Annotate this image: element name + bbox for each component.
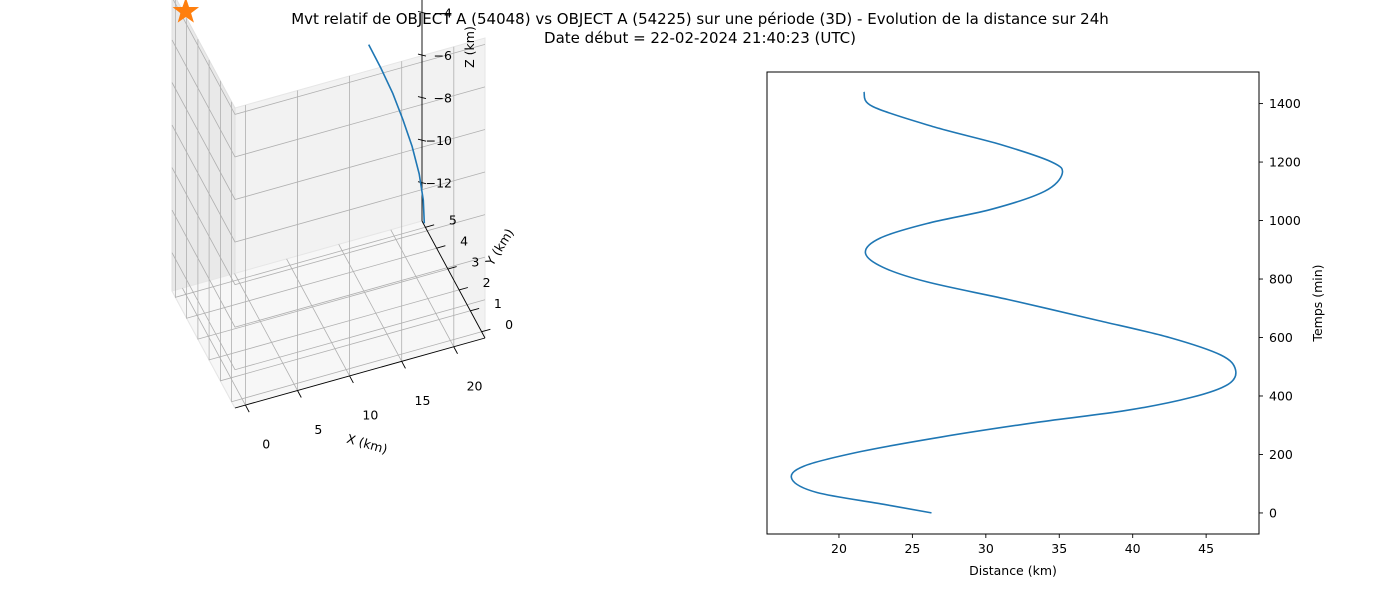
x-axis-label: X (km) [345,431,389,457]
x-tick [245,404,250,413]
y-gridline [186,18,437,319]
x-tick-label: 20 [467,378,483,393]
x-tick-label: 45 [1198,541,1214,556]
y-tick-label: 1400 [1269,96,1301,111]
x-tick [349,375,354,384]
x-tick-label: 0 [262,437,270,452]
x-tick-label: 20 [831,541,847,556]
z-gridline [172,0,486,115]
z-tick [417,53,427,57]
z-gridline [171,82,486,200]
z-tick-label: −8 [434,91,452,106]
z-tick-label: −12 [426,176,452,191]
x-tick-label: 35 [1051,541,1067,556]
x-tick-label: 25 [904,541,920,556]
figure-title-line1: Mvt relatif de OBJECT A (54048) vs OBJEC… [291,10,1109,28]
y-tick-label: 5 [449,213,457,228]
y-axis-label: Temps (min) [1310,264,1325,342]
y-gridline [231,101,482,403]
y-tick-label: 400 [1269,388,1293,403]
x-tick [453,346,458,354]
z-gridline [171,39,486,158]
x-tick-label: 5 [314,422,322,437]
y-tick [481,328,491,333]
y-gridline [219,80,471,382]
x-axis-label: Distance (km) [969,563,1057,578]
y-tick-label: 1000 [1269,213,1301,228]
star-marker [172,0,200,23]
z-tick [417,96,427,100]
x-tick-label: 15 [415,393,431,408]
x-tick-label: 10 [362,408,378,423]
z-gridline [171,209,486,328]
y-tick [470,307,480,312]
plot-3d: 051015200123450−2−4−6−8−10−12X (km)Y (km… [171,0,517,457]
z-tick-label: −6 [434,48,452,63]
plot-2d: 20 25 30 35 40 45 0 200 400 600 800 1000 1200 1400 Dis… [766,71,1325,578]
y-tick-label: 3 [471,254,479,269]
z-tick [417,138,427,142]
y-tick [447,266,457,270]
y-tick-label: 0 [505,317,513,332]
z-tick-label: −4 [434,5,452,20]
x-tick [401,361,406,369]
y-axis-label: Y (km) [482,226,517,269]
z-tick-label: −10 [426,133,452,148]
y-tick-label: 600 [1269,330,1293,345]
y-tick-label: 2 [483,275,491,290]
y-tick [425,224,435,228]
y-gridline [197,39,449,340]
z-tick [417,11,427,14]
y-tick-label: 800 [1269,272,1293,287]
y-tick-label: 1 [494,296,502,311]
y-tick-label: 0 [1269,505,1277,520]
y-gridline [208,59,460,361]
y-tick-label: 1200 [1269,155,1301,170]
x-tick-label: 30 [978,541,994,556]
y-tick-label: 4 [460,233,468,248]
distance-curve [790,91,1237,514]
y-gridline [174,0,426,298]
trajectory-line [367,44,426,224]
z-tick [417,181,427,185]
z-gridline [171,252,486,371]
x-tick [297,390,302,398]
z-axis-label: Z (km) [462,26,477,68]
y-tick [459,287,468,291]
figure-title-line2: Date début = 22-02-2024 21:40:23 (UTC) [544,29,856,47]
y-axis-line [421,220,486,339]
x-tick-label: 40 [1125,541,1141,556]
z-gridline [171,124,486,243]
x-axis-line [234,337,486,409]
y-tick-label: 200 [1269,447,1293,462]
y-tick [436,245,446,249]
z-gridline [171,167,486,286]
plot-frame [766,71,1260,535]
